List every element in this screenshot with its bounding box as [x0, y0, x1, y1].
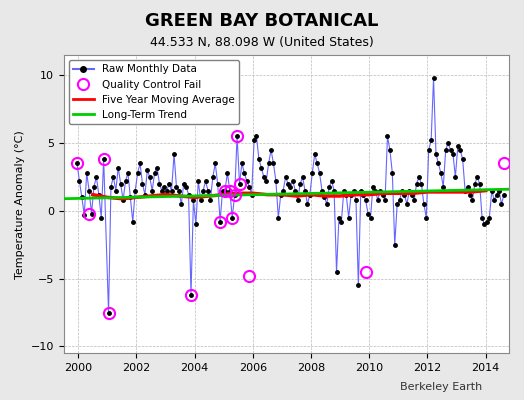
- Text: 44.533 N, 88.098 W (United States): 44.533 N, 88.098 W (United States): [150, 36, 374, 49]
- Text: GREEN BAY BOTANICAL: GREEN BAY BOTANICAL: [145, 12, 379, 30]
- Y-axis label: Temperature Anomaly (°C): Temperature Anomaly (°C): [15, 130, 25, 278]
- Text: Berkeley Earth: Berkeley Earth: [400, 382, 482, 392]
- Legend: Raw Monthly Data, Quality Control Fail, Five Year Moving Average, Long-Term Tren: Raw Monthly Data, Quality Control Fail, …: [69, 60, 239, 124]
